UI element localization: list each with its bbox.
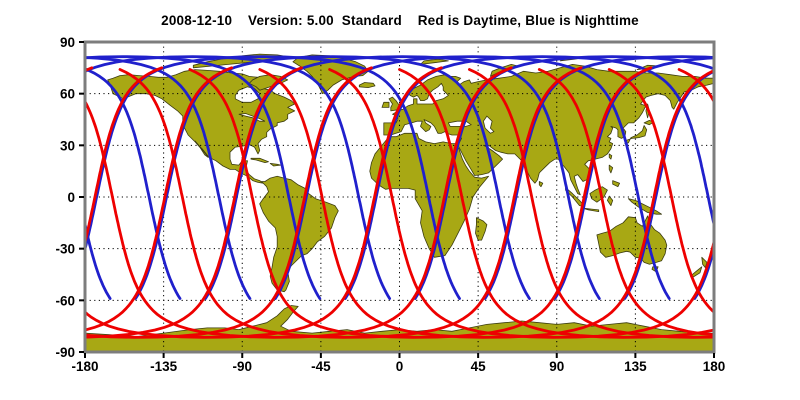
land-polygon xyxy=(85,305,714,352)
orbit-track-daytime xyxy=(467,68,714,339)
orbit-track-nighttime xyxy=(273,55,671,300)
orbit-track-nighttime xyxy=(85,67,182,300)
orbit-tracks-layer xyxy=(0,55,800,339)
orbit-track-daytime xyxy=(328,68,714,339)
y-tick-label: -30 xyxy=(55,242,75,257)
x-tick-label: 45 xyxy=(471,359,487,374)
orbit-track-nighttime xyxy=(553,56,714,300)
x-tick-label: -45 xyxy=(311,359,331,374)
land-polygon xyxy=(381,101,390,108)
y-tick-label: -90 xyxy=(55,345,75,360)
x-tick-label: 180 xyxy=(703,359,726,374)
orbit-track-nighttime xyxy=(343,55,714,300)
land-polygon xyxy=(582,207,600,212)
orbit-track-nighttime xyxy=(413,55,714,300)
orbit-track-daytime xyxy=(0,68,22,338)
orbit-track-daytime xyxy=(537,68,714,337)
land-polygon xyxy=(475,217,488,241)
orbit-track-daytime xyxy=(398,68,714,339)
plot-title: 2008-12-10 Version: 5.00 Standard Red is… xyxy=(161,13,639,28)
orbit-track-daytime xyxy=(85,66,94,73)
y-tick-label: 90 xyxy=(60,35,75,50)
y-tick-label: -60 xyxy=(55,293,75,308)
x-tick-label: -90 xyxy=(232,359,252,374)
land-polygon xyxy=(701,256,708,268)
orbit-track-daytime xyxy=(607,68,714,315)
x-tick-label: 0 xyxy=(396,359,404,374)
orbit-track-daytime xyxy=(85,66,234,332)
land-polygon xyxy=(250,157,269,163)
orbit-track-nighttime xyxy=(85,55,461,300)
y-tick-label: 30 xyxy=(60,138,75,153)
land-polygon xyxy=(589,186,608,203)
orbit-track-daytime xyxy=(85,66,164,248)
land-polygon xyxy=(538,181,544,188)
land-polygon xyxy=(607,195,614,206)
plot-frame xyxy=(83,40,716,354)
orbit-track-nighttime xyxy=(765,57,800,299)
lake-polygon xyxy=(482,115,495,134)
orbit-track-nighttime xyxy=(85,55,322,300)
orbit-track-nighttime xyxy=(483,55,714,300)
x-tick-label: -135 xyxy=(150,359,178,374)
orbit-track-daytime xyxy=(85,66,373,339)
orbit-track-daytime xyxy=(749,68,800,338)
orbit-track-nighttime xyxy=(0,57,40,299)
lake-polygon xyxy=(238,113,266,122)
land-polygon xyxy=(358,82,376,88)
lake-polygon xyxy=(447,120,473,127)
land-polygon xyxy=(608,153,613,160)
x-tick-label: -180 xyxy=(71,359,98,374)
orbit-track-nighttime xyxy=(85,56,252,300)
y-tick-label: 60 xyxy=(60,87,75,102)
land-polygon xyxy=(420,58,449,65)
orbit-track-nighttime xyxy=(623,69,714,300)
land-polygon xyxy=(612,180,620,188)
orbit-track-nighttime xyxy=(204,55,601,300)
orbit-track-nighttime xyxy=(85,55,392,300)
orbit-track-daytime xyxy=(85,66,443,339)
orbit-track-daytime xyxy=(85,66,303,339)
land-polygon xyxy=(194,140,209,158)
x-tick-label: 90 xyxy=(549,359,564,374)
x-tick-label: 135 xyxy=(624,359,647,374)
orbit-track-nighttime xyxy=(134,55,531,300)
land-polygon xyxy=(608,164,614,174)
y-tick-label: 0 xyxy=(67,190,75,205)
